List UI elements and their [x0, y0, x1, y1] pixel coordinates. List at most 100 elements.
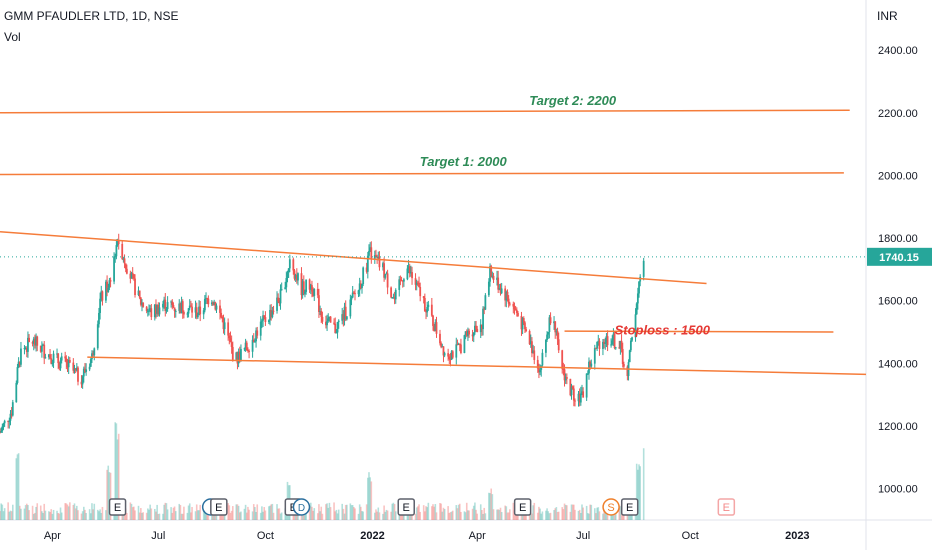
candle-body [163, 299, 166, 304]
volume-bar [66, 504, 69, 520]
candle-body [602, 341, 604, 349]
volume-bar [357, 513, 360, 520]
candle-body [571, 386, 574, 389]
volume-bar [539, 508, 541, 520]
candle-body [82, 368, 85, 377]
annotation-target: Target 2: 2200 [529, 93, 617, 108]
candle-body [621, 348, 624, 365]
volume-bar [561, 507, 564, 520]
candle-body [172, 304, 175, 308]
candle-body [227, 322, 230, 336]
candle-body [305, 279, 308, 292]
volume-bar [65, 503, 68, 520]
candle-body [247, 350, 249, 352]
volume-bar [393, 504, 396, 520]
candle-body [157, 304, 160, 315]
candle-body [441, 346, 444, 348]
candle-body [312, 291, 315, 296]
candle-body [259, 321, 262, 336]
candle-body [463, 335, 466, 354]
volume-bar [228, 505, 231, 520]
volume-bar [171, 512, 174, 520]
event-marker-dividend-label: D [298, 503, 305, 514]
candle-body [202, 310, 205, 315]
candle-body [52, 353, 55, 363]
volume-bar [482, 513, 484, 520]
candle-body [585, 373, 588, 398]
candle-body [475, 325, 477, 329]
volume-bar [554, 508, 557, 520]
candle-body [113, 256, 115, 282]
volume-bar [637, 469, 639, 520]
volume-bar [368, 472, 370, 520]
candle-body [359, 283, 362, 289]
candle-body [447, 353, 450, 357]
volume-bar [468, 510, 470, 520]
candle-body [23, 348, 26, 350]
candle-body [334, 323, 337, 334]
candle-body [203, 298, 206, 311]
candle-body [541, 352, 544, 366]
candle-body [293, 270, 296, 279]
candle-body [547, 331, 550, 335]
volume-bar [309, 502, 312, 520]
candle-body [483, 308, 486, 310]
candle-body [335, 332, 338, 334]
candle-body [254, 341, 256, 343]
x-tick-label: 2022 [360, 530, 384, 542]
candle-body [342, 314, 345, 320]
last-price-label: 1740.15 [879, 252, 919, 264]
volume-bar [448, 513, 451, 520]
candle-body [130, 272, 133, 279]
event-marker-earnings [513, 498, 532, 516]
candle-body [563, 369, 566, 381]
volume-bar [172, 507, 175, 520]
candle-body [142, 302, 145, 307]
candle-body [68, 360, 71, 363]
volume-bar [618, 507, 621, 520]
candle-body [354, 293, 356, 295]
candle-body [173, 307, 176, 312]
candle-body [72, 362, 75, 371]
volume-bar [635, 463, 638, 520]
candle-body [51, 362, 54, 364]
volume-bar [378, 512, 381, 520]
volume-bar [532, 505, 534, 520]
volume-bar [77, 510, 79, 520]
volume-bar [638, 464, 640, 520]
volume-bar [329, 507, 332, 520]
volume-bar [574, 509, 576, 520]
volume-bar [20, 508, 22, 520]
volume-bar [392, 502, 395, 520]
volume-bar [263, 507, 266, 520]
volume-bar [492, 509, 495, 520]
volume-bar [236, 504, 239, 520]
candle-body [399, 279, 402, 281]
volume-bar [145, 512, 148, 520]
candle-body [642, 260, 645, 277]
candle-body [164, 299, 167, 312]
candle-body [636, 293, 639, 304]
volume-bar [254, 507, 256, 520]
volume-bar [321, 513, 324, 520]
y-tick-label: 1800.00 [878, 233, 918, 245]
candle-body [398, 279, 401, 290]
candle-body [635, 303, 638, 315]
candle-body [533, 350, 536, 360]
volume-bar [343, 513, 346, 520]
volume-bar [36, 503, 39, 520]
candle-body [500, 288, 503, 294]
volume-bar [376, 511, 378, 520]
candle-body [490, 266, 493, 277]
y-tick-label: 1200.00 [878, 421, 918, 433]
candle-body [125, 268, 128, 274]
candle-body [262, 315, 264, 321]
candle-body [100, 291, 103, 299]
trendline-target2 [0, 109, 850, 114]
volume-bar [180, 513, 183, 520]
candle-body [479, 324, 482, 333]
candle-body [101, 291, 104, 301]
volume-bar [354, 508, 356, 520]
volume-bar [108, 472, 111, 520]
